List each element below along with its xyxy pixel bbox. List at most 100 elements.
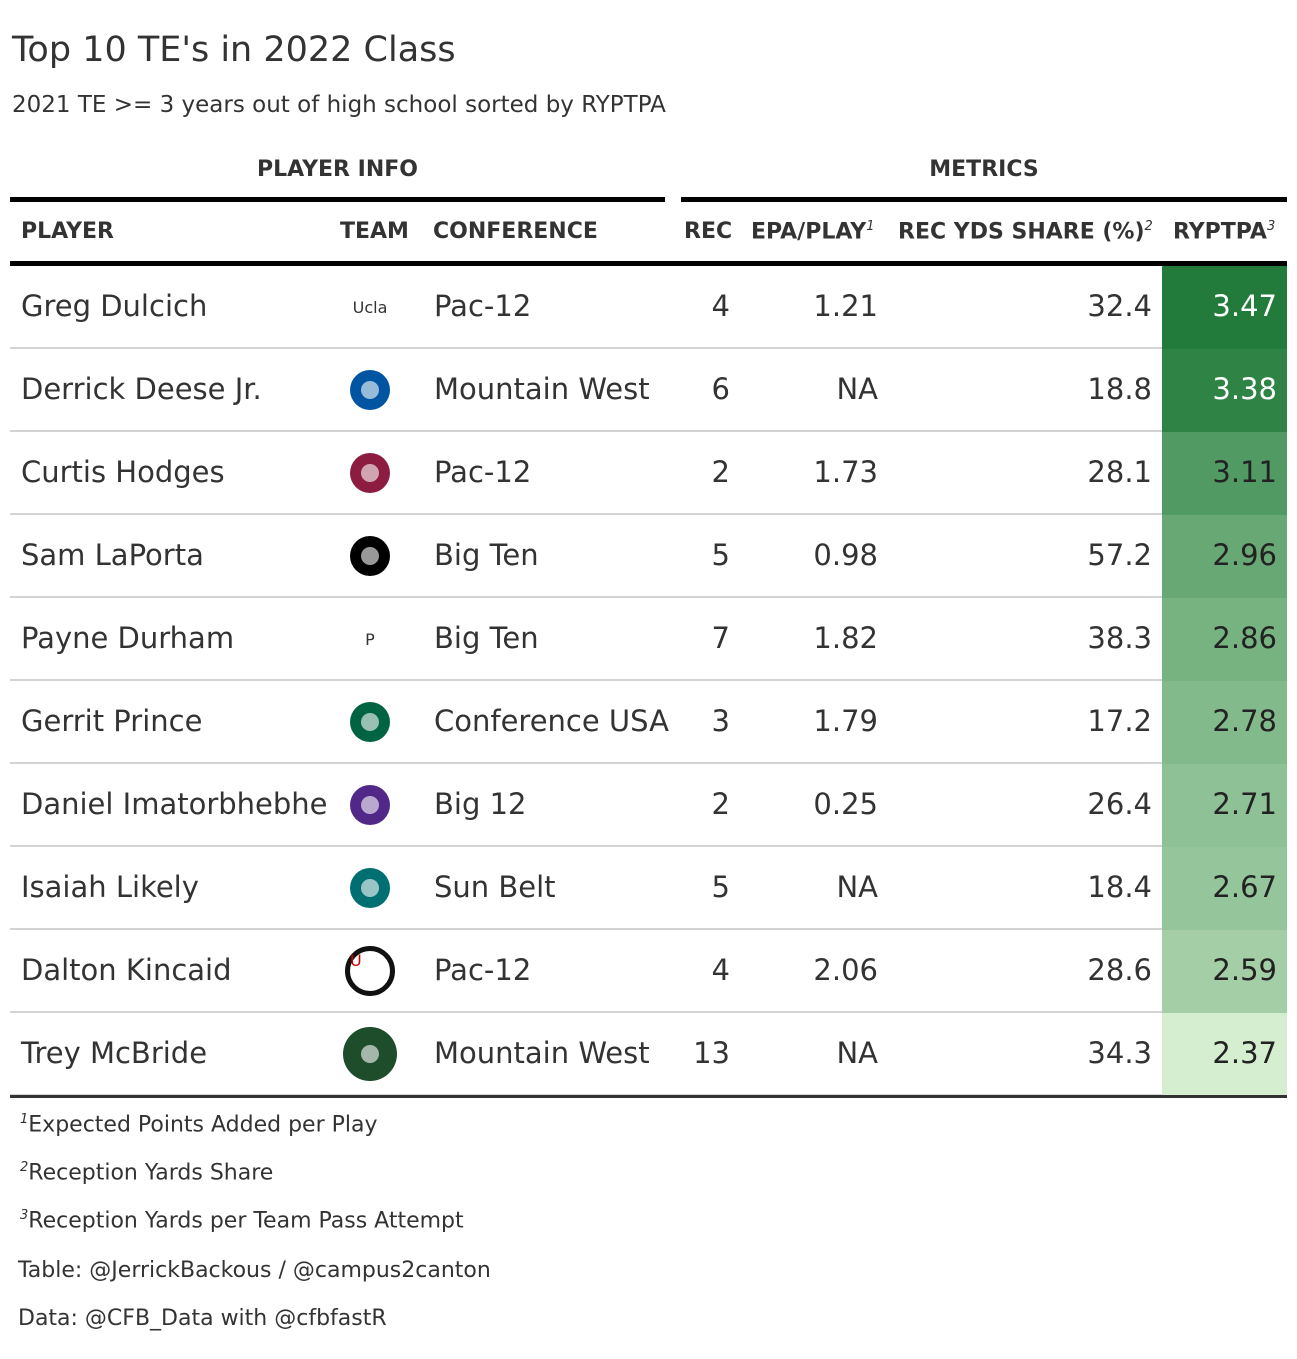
ryptpa-value: 3.38 <box>1162 349 1287 432</box>
player-name: Daniel Imatorbhebhe <box>21 787 328 821</box>
footnote-mark: 1 <box>20 1112 29 1127</box>
table-row: Curtis Hodges Pac-12 2 1.73 28.1 3.11 <box>10 432 1287 515</box>
share-value: 57.2 <box>1087 538 1152 572</box>
conference: Sun Belt <box>434 870 556 904</box>
footnote-2: 2Reception Yards Share <box>20 1160 273 1185</box>
team-logo-shape <box>343 1027 397 1081</box>
rec-value: 5 <box>711 538 730 572</box>
header-team: TEAM <box>340 219 409 244</box>
epa-value: 1.82 <box>813 621 878 655</box>
epa-value: NA <box>836 870 878 904</box>
conference: Mountain West <box>434 1036 650 1070</box>
table-row: Trey McBride Mountain West 13 NA 34.3 2.37 <box>10 1013 1287 1096</box>
rec-value: 7 <box>711 621 730 655</box>
share-value: 17.2 <box>1087 704 1152 738</box>
ryptpa-value: 2.67 <box>1162 847 1287 930</box>
share-value: 32.4 <box>1087 289 1152 323</box>
conference: Mountain West <box>434 372 650 406</box>
footnote-mark: 2 <box>1144 219 1153 234</box>
conference: Conference USA <box>434 704 669 738</box>
team-logo <box>340 361 400 419</box>
header-share-label: REC YDS SHARE (%) <box>898 219 1145 245</box>
team-logo-shape <box>350 453 390 493</box>
table-row: Greg Dulcich Ucla Pac-12 4 1.21 32.4 3.47 <box>10 266 1287 349</box>
table-bottom-rule <box>10 1095 1287 1098</box>
team-logo-shape <box>350 702 390 742</box>
spanner-line-metrics <box>681 197 1287 202</box>
spanner-metrics: METRICS <box>929 157 1039 182</box>
rec-value: 6 <box>711 372 730 406</box>
epa-value: 0.98 <box>813 538 878 572</box>
team-logo <box>340 444 400 502</box>
ryptpa-value: 2.71 <box>1162 764 1287 847</box>
share-value: 28.1 <box>1087 455 1152 489</box>
ryptpa-value: 2.78 <box>1162 681 1287 764</box>
share-value: 34.3 <box>1087 1036 1152 1070</box>
footnote-3: 3Reception Yards per Team Pass Attempt <box>20 1208 464 1233</box>
table-title: Top 10 TE's in 2022 Class <box>12 30 456 70</box>
team-logo <box>340 859 400 917</box>
rec-value: 3 <box>711 704 730 738</box>
table-row: Daniel Imatorbhebhe Big 12 2 0.25 26.4 2.71 <box>10 764 1287 847</box>
conference: Big Ten <box>434 621 539 655</box>
conference: Pac-12 <box>434 953 532 987</box>
table-row: Sam LaPorta Big Ten 5 0.98 57.2 2.96 <box>10 515 1287 598</box>
header-epa-label: EPA/PLAY <box>751 219 867 245</box>
player-name: Derrick Deese Jr. <box>21 372 262 406</box>
team-logo: U <box>340 942 400 1000</box>
conference: Pac-12 <box>434 455 532 489</box>
epa-value: NA <box>836 372 878 406</box>
team-logo-shape <box>350 868 390 908</box>
team-logo <box>340 1025 400 1083</box>
team-logo-shape <box>350 785 390 825</box>
rec-value: 13 <box>693 1036 730 1070</box>
table-row: Isaiah Likely Sun Belt 5 NA 18.4 2.67 <box>10 847 1287 930</box>
player-name: Payne Durham <box>21 621 235 655</box>
share-value: 26.4 <box>1087 787 1152 821</box>
footnote-mark: 3 <box>20 1208 29 1223</box>
footnote-text: Expected Points Added per Play <box>28 1112 378 1138</box>
player-name: Isaiah Likely <box>21 870 199 904</box>
team-logo <box>340 776 400 834</box>
share-value: 18.8 <box>1087 372 1152 406</box>
footnote-text: Reception Yards per Team Pass Attempt <box>28 1208 464 1234</box>
team-logo <box>340 527 400 585</box>
team-logo-shape <box>350 370 390 410</box>
team-logo-text: Ucla <box>352 297 388 317</box>
ryptpa-value: 2.59 <box>1162 930 1287 1013</box>
share-value: 38.3 <box>1087 621 1152 655</box>
footnote-mark: 2 <box>20 1160 29 1175</box>
team-logo-shape <box>350 536 390 576</box>
table-row: Payne Durham P Big Ten 7 1.82 38.3 2.86 <box>10 598 1287 681</box>
epa-value: NA <box>836 1036 878 1070</box>
player-name: Greg Dulcich <box>21 289 208 323</box>
epa-value: 2.06 <box>813 953 878 987</box>
player-name: Curtis Hodges <box>21 455 225 489</box>
ryptpa-value: 2.37 <box>1162 1013 1287 1096</box>
epa-value: 1.79 <box>813 704 878 738</box>
conference: Pac-12 <box>434 289 532 323</box>
header-ryptpa: RYPTPA3 <box>1173 219 1275 244</box>
header-rule <box>10 261 1287 266</box>
spanner-player-info: PLAYER INFO <box>257 157 418 182</box>
header-player: PLAYER <box>21 219 114 244</box>
share-value: 18.4 <box>1087 870 1152 904</box>
share-value: 28.6 <box>1087 953 1152 987</box>
epa-value: 1.21 <box>813 289 878 323</box>
table-subtitle: 2021 TE >= 3 years out of high school so… <box>12 92 666 118</box>
rec-value: 5 <box>711 870 730 904</box>
header-conference: CONFERENCE <box>433 219 598 244</box>
conference: Big 12 <box>434 787 527 821</box>
rec-value: 4 <box>711 953 730 987</box>
ryptpa-value: 2.96 <box>1162 515 1287 598</box>
epa-value: 0.25 <box>813 787 878 821</box>
source-note-data: Data: @CFB_Data with @cfbfastR <box>18 1306 387 1331</box>
conference: Big Ten <box>434 538 539 572</box>
header-ryptpa-label: RYPTPA <box>1173 219 1267 245</box>
footnote-text: Reception Yards Share <box>28 1160 274 1186</box>
team-logo <box>340 693 400 751</box>
ryptpa-value: 2.86 <box>1162 598 1287 681</box>
header-rec: REC <box>684 219 733 244</box>
header-epa: EPA/PLAY1 <box>751 219 874 244</box>
